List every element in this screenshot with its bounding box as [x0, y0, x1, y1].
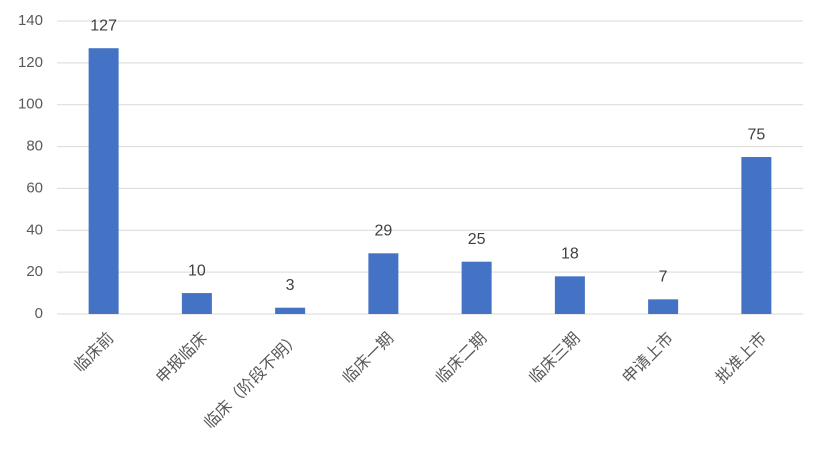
x-tick-label: 批准上市	[712, 329, 770, 387]
x-tick-label: 申请上市	[619, 329, 677, 387]
y-tick-label: 100	[18, 96, 43, 113]
y-tick-label: 120	[18, 54, 43, 71]
data-label: 127	[90, 17, 117, 34]
data-label: 7	[659, 269, 668, 286]
data-label: 29	[374, 223, 392, 240]
x-tick-label: 临床前	[71, 329, 118, 376]
bar	[88, 48, 119, 314]
bar	[741, 157, 772, 314]
y-tick-label: 0	[35, 305, 43, 322]
y-tick-label: 20	[26, 263, 43, 280]
bar	[275, 307, 306, 314]
bar	[461, 261, 492, 314]
x-tick-label: 申报临床	[153, 329, 211, 387]
y-tick-label: 40	[26, 221, 43, 238]
data-label: 25	[468, 231, 486, 248]
x-tick-label: 临床（阶段不明）	[201, 329, 304, 432]
data-label: 3	[286, 277, 295, 294]
data-label: 18	[561, 246, 579, 263]
bar	[648, 299, 679, 314]
y-tick-label: 140	[18, 12, 43, 29]
y-tick-label: 80	[26, 138, 43, 155]
x-tick-label: 临床三期	[526, 329, 584, 387]
data-label: 75	[747, 126, 765, 143]
x-tick-label: 临床一期	[339, 329, 397, 387]
bar	[368, 253, 399, 314]
data-label: 10	[188, 262, 206, 279]
x-tick-label: 临床二期	[432, 329, 490, 387]
bar	[554, 276, 585, 314]
bar	[181, 293, 212, 314]
y-tick-label: 60	[26, 179, 43, 196]
